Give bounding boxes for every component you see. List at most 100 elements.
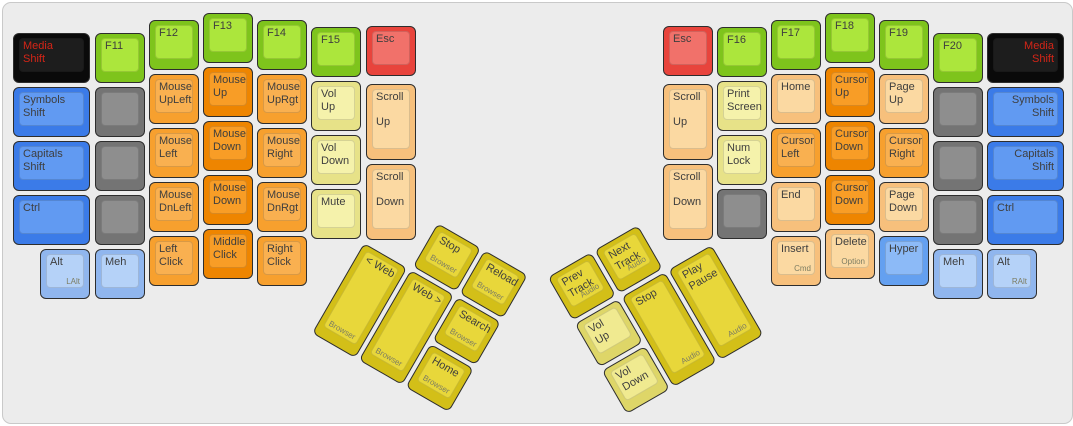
keycap-top [263,187,301,221]
key-label: Mute [321,196,346,208]
key-scroll-up-l[interactable]: Scroll Up [366,84,416,160]
key-meh-l[interactable]: Meh [95,249,145,299]
key-blank-l2[interactable] [95,141,145,191]
key-f15[interactable]: F15 [311,27,361,77]
key-alt-r[interactable]: Alt RAlt [987,249,1037,299]
key-label: Scroll Down [376,171,405,208]
key-f12[interactable]: F12 [149,20,199,70]
key-label: F20 [943,40,962,52]
key-vol-up-l[interactable]: Vol Up [311,81,361,131]
key-label: Left Click [159,243,183,268]
key-cursor-left[interactable]: Cursor Left [771,128,821,178]
keycap-top [885,79,923,113]
key-label: Right Click [267,243,293,268]
key-capitals-shift-r[interactable]: Capitals Shift [987,141,1064,191]
key-f18[interactable]: F18 [825,13,875,63]
keycap-top [209,18,247,52]
key-f17[interactable]: F17 [771,20,821,70]
keycap-top [993,254,1031,288]
key-capitals-shift-l[interactable]: Capitals Shift [13,141,90,191]
keycap-top [209,234,247,268]
key-symbols-shift-r[interactable]: Symbols Shift [987,87,1064,137]
key-right-click[interactable]: Right Click [257,236,307,286]
key-mouse-down-2[interactable]: Mouse Down [203,175,253,225]
keycap-top [723,86,761,120]
key-scroll-down-r[interactable]: Scroll Down [663,164,713,240]
key-page-up[interactable]: Page Up [879,74,929,124]
key-mouse-dnleft[interactable]: Mouse DnLeft [149,182,199,232]
keycap-top [885,241,923,275]
key-blank-r2[interactable] [933,87,983,137]
key-middle-click[interactable]: Middle Click [203,229,253,279]
key-mouse-left[interactable]: Mouse Left [149,128,199,178]
key-mouse-down-1[interactable]: Mouse Down [203,121,253,171]
key-label: Cursor Left [781,135,815,160]
key-alt-l[interactable]: Alt LAlt [40,249,90,299]
keycap-top [317,194,355,228]
key-delete[interactable]: Delete Option [825,229,875,279]
key-mouse-upleft[interactable]: Mouse UpLeft [149,74,199,124]
keycap-top [19,146,84,180]
key-blank-r1[interactable] [717,189,767,239]
key-ctrl-r[interactable]: Ctrl [987,195,1064,245]
key-media-shift-l[interactable]: Media Shift [13,33,90,83]
key-vol-down-l[interactable]: Vol Down [311,135,361,185]
key-f11[interactable]: F11 [95,33,145,83]
keycap-top [993,38,1058,72]
keycap-top [317,32,355,66]
key-end[interactable]: End [771,182,821,232]
key-label: Mouse UpLeft [159,81,193,106]
key-symbols-shift-l[interactable]: Symbols Shift [13,87,90,137]
key-esc-l[interactable]: Esc [366,26,416,76]
key-scroll-up-r[interactable]: Scroll Up [663,84,713,160]
key-label: Cursor Up [835,74,869,99]
key-esc-r[interactable]: Esc [663,26,713,76]
key-blank-l3[interactable] [95,195,145,245]
key-sublabel: Option [841,257,865,266]
key-blank-l1[interactable] [95,87,145,137]
key-cursor-up[interactable]: Cursor Up [825,67,875,117]
key-f16[interactable]: F16 [717,27,767,77]
key-label: Insert [781,243,809,255]
key-blank-r4[interactable] [933,195,983,245]
key-left-click[interactable]: Left Click [149,236,199,286]
key-f19[interactable]: F19 [879,20,929,70]
key-ctrl-l[interactable]: Ctrl [13,195,90,245]
key-insert[interactable]: Insert Cmd [771,236,821,286]
key-mute[interactable]: Mute [311,189,361,239]
key-hyper[interactable]: Hyper [879,236,929,286]
key-f14[interactable]: F14 [257,20,307,70]
key-label: Scroll Up [376,91,404,128]
key-mouse-right[interactable]: Mouse Right [257,128,307,178]
key-mouse-up[interactable]: Mouse Up [203,67,253,117]
key-home[interactable]: Home [771,74,821,124]
key-mouse-dnrgt[interactable]: Mouse DnRgt [257,182,307,232]
key-label: Media Shift [23,40,53,65]
key-label: Symbols Shift [23,94,66,119]
keycap-top [723,32,761,66]
key-media-shift-r[interactable]: Media Shift [987,33,1064,83]
key-cursor-down-1[interactable]: Cursor Down [825,121,875,171]
key-scroll-down-l[interactable]: Scroll Down [366,164,416,240]
key-label: Home [781,81,811,93]
key-mouse-uprgt[interactable]: Mouse UpRgt [257,74,307,124]
key-print-screen[interactable]: Print Screen [717,81,767,131]
key-label: Cursor Right [889,135,923,160]
key-label: Num Lock [727,142,751,167]
key-page-down[interactable]: Page Down [879,182,929,232]
keycap-top [993,200,1058,234]
keycap-top [101,92,139,126]
key-f20[interactable]: F20 [933,33,983,83]
key-meh-r[interactable]: Meh [933,249,983,299]
key-cursor-right[interactable]: Cursor Right [879,128,929,178]
keycap-top [885,187,923,221]
key-label: F14 [267,27,286,39]
key-num-lock[interactable]: Num Lock [717,135,767,185]
keycap-top [209,180,247,214]
key-blank-r3[interactable] [933,141,983,191]
keycap-top [885,133,923,167]
key-label: Vol Down [321,142,350,167]
key-label: Mouse Up [213,74,247,99]
key-cursor-down-2[interactable]: Cursor Down [825,175,875,225]
key-f13[interactable]: F13 [203,13,253,63]
